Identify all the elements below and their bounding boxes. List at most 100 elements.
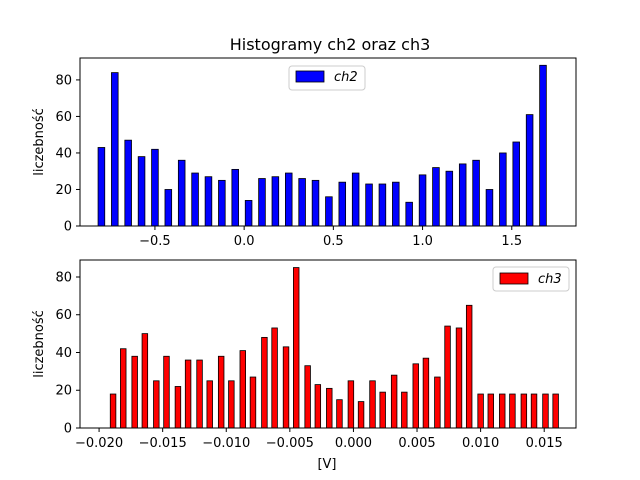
ch2-bar: [284, 172, 293, 227]
ch2-bar: [485, 189, 494, 227]
ch3-ylabel: liczebność: [32, 310, 47, 378]
ch2-legend-swatch: [295, 70, 325, 83]
ch2-bar: [445, 170, 454, 227]
ch2-bar: [164, 189, 173, 227]
ch3-xtick-label: −0.010: [202, 436, 250, 451]
ch3-legend-label: ch3: [538, 272, 562, 287]
ch3-bar: [444, 325, 451, 429]
ch2-bar: [231, 168, 239, 227]
ch3-bar: [282, 346, 290, 429]
ch2-bar: [539, 64, 547, 227]
ch3-bar: [401, 391, 408, 429]
ch2-bar: [392, 181, 400, 227]
ch3-bar: [465, 304, 473, 429]
ch3-bar: [261, 336, 268, 429]
ch2-bar: [151, 148, 159, 227]
ch3-bar: [552, 393, 559, 429]
ch3-histogram-panel: −0.020 −0.015 −0.010 −0.005 0.000 0.005 0.010 0…: [32, 259, 577, 472]
ch3-bar: [206, 380, 213, 429]
ch2-bar: [298, 178, 306, 227]
ch3-bar: [369, 380, 376, 429]
ch2-ytick-label: 60: [55, 110, 72, 125]
ch3-axes-frame: [79, 259, 577, 429]
ch3-bar: [153, 380, 160, 429]
ch3-bar: [217, 355, 225, 429]
ch2-bar: [325, 196, 333, 227]
ch2-bar: [365, 183, 373, 227]
ch2-bar: [258, 178, 266, 227]
ch3-bar: [390, 374, 398, 429]
ch2-ticks: −0.5 0.0 0.5 1.0 1.5 0 20 40 60 80: [55, 73, 522, 249]
ch3-bar: [131, 355, 138, 429]
ch2-bar: [191, 172, 199, 227]
ch2-bar: [351, 172, 360, 227]
ch3-bar: [412, 363, 419, 429]
ch2-bar: [472, 159, 480, 227]
ch3-ytick-label: 40: [55, 346, 72, 361]
ch2-bar: [124, 139, 132, 227]
ch3-xtick-label: −0.005: [266, 436, 314, 451]
ch3-xtick-label: −0.015: [139, 436, 187, 451]
ch2-bar: [271, 176, 280, 227]
ch2-ytick-label: 0: [64, 220, 72, 235]
ch2-bar: [418, 174, 427, 227]
ch2-bar: [432, 167, 440, 227]
ch3-ytick-label: 0: [64, 422, 72, 437]
ch3-bar: [109, 393, 117, 429]
ch3-bar: [434, 376, 441, 429]
ch2-xtick-label: 1.0: [412, 234, 433, 249]
ch3-ytick-label: 60: [55, 308, 72, 323]
ch2-histogram-panel: −0.5 0.0 0.5 1.0 1.5 0 20 40 60 80 liczebność ch2: [32, 57, 577, 249]
ch3-xtick-label: 0.005: [398, 436, 435, 451]
ch2-bar: [338, 181, 347, 227]
ch2-ytick-label: 40: [55, 146, 72, 161]
ch3-xtick-label: 0.015: [526, 436, 563, 451]
ch3-ytick-label: 80: [55, 270, 72, 285]
ch3-bar: [422, 357, 430, 429]
ch3-legend: ch3: [492, 266, 570, 292]
ch2-legend-label: ch2: [334, 70, 358, 85]
ch3-bar: [239, 350, 246, 429]
ch3-bar: [499, 393, 506, 429]
ch2-xtick-label: 0.5: [323, 234, 344, 249]
ch3-bar: [271, 327, 278, 429]
ch3-bar: [293, 267, 300, 429]
chart-title: Histogramy ch2 oraz ch3: [230, 35, 431, 54]
ch3-bar: [487, 393, 494, 429]
ch3-bar: [314, 384, 322, 429]
ch3-bar: [520, 393, 528, 429]
ch3-bar: [347, 380, 355, 429]
ch2-bar: [204, 176, 213, 227]
ch3-bar: [477, 393, 484, 429]
ch2-ytick-label: 80: [55, 73, 72, 88]
ch2-bar: [97, 147, 106, 227]
ch3-bar: [357, 401, 365, 429]
ch3-bar: [163, 355, 170, 429]
ch3-bar: [379, 391, 386, 429]
ch2-bar: [499, 152, 507, 227]
ch3-bar: [141, 333, 149, 429]
ch3-bar: [174, 386, 182, 429]
ch3-bar: [120, 348, 127, 429]
ch3-bar: [326, 387, 333, 429]
ch3-ticks: −0.020 −0.015 −0.010 −0.005 0.000 0.005 0.010 0…: [55, 270, 562, 451]
ch3-bar: [196, 359, 203, 429]
ch2-xtick-label: 0.0: [234, 234, 255, 249]
ch3-legend-swatch: [499, 272, 529, 285]
ch3-bar: [184, 359, 192, 429]
ch2-bar: [378, 183, 387, 227]
ch3-bar: [304, 365, 311, 429]
ch3-xlabel: [V]: [317, 457, 336, 472]
ch3-ytick-label: 20: [55, 384, 72, 399]
ch2-ylabel: liczebność: [32, 108, 47, 176]
ch2-bar: [405, 201, 413, 227]
ch2-legend: ch2: [288, 65, 366, 91]
ch2-ytick-label: 20: [55, 183, 72, 198]
ch2-bar: [512, 141, 520, 227]
ch3-bar: [228, 380, 235, 429]
ch3-bar: [542, 393, 549, 429]
ch2-bar: [218, 179, 226, 227]
ch3-xtick-label: 0.000: [335, 436, 372, 451]
ch3-xtick-label: −0.020: [75, 436, 123, 451]
ch2-xtick-label: −0.5: [139, 234, 171, 249]
